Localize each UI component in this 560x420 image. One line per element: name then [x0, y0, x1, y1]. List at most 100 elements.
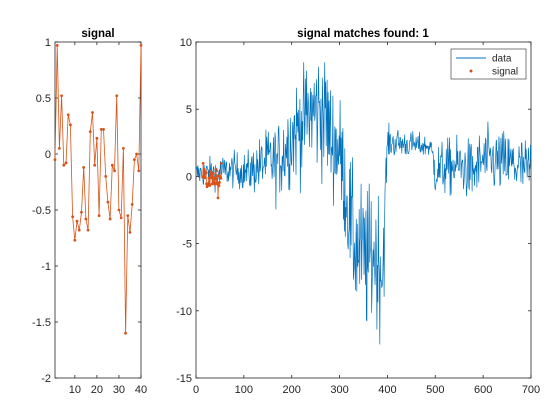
matches-plot-area: [196, 62, 531, 345]
signal-series-point: [84, 217, 88, 221]
signal-series-point: [55, 43, 59, 47]
signal-overlay-point: [214, 168, 218, 171]
signal-series-point: [110, 163, 114, 167]
signal-ytick-label: 0.5: [36, 93, 51, 105]
signal-overlay-point: [207, 176, 211, 180]
signal-series-point: [130, 203, 134, 206]
signal-series-point: [60, 94, 64, 98]
signal-overlay-point: [209, 176, 213, 180]
signal-series-point: [66, 113, 70, 117]
signal-overlay-point: [219, 177, 223, 180]
signal-series-point: [121, 147, 125, 150]
signal-series-point: [117, 208, 121, 212]
signal-series-point: [82, 166, 86, 169]
legend-box: [450, 48, 527, 80]
matches-axes: signal matches found: 1 0 100 200 300 400 500…: [176, 28, 540, 396]
signal-series-point: [53, 158, 57, 162]
signal-overlay-point: [211, 172, 215, 175]
signal-overlay-point: [218, 181, 221, 184]
matches-axes-frame: [195, 41, 532, 379]
signal-overlay-point: [204, 171, 208, 175]
signal-series-point: [99, 127, 103, 131]
signal-ytick-label: -2: [41, 373, 51, 385]
data-series-line: [196, 62, 531, 345]
signal-series-point: [73, 238, 77, 242]
signal-series-point: [80, 210, 83, 214]
matches-xtick-label: 400: [378, 384, 396, 396]
signal-series-point: [91, 111, 94, 114]
matches-xtick-label: 100: [235, 384, 253, 396]
signal-xtick-label: 10: [69, 384, 81, 396]
matches-ytick-label: -10: [176, 306, 192, 318]
signal-series-point: [93, 163, 97, 167]
signal-series-point: [95, 136, 99, 140]
signal-series-point: [102, 127, 105, 131]
signal-series-point: [86, 228, 90, 232]
signal-series-point: [132, 158, 136, 162]
signal-plot-area: [53, 43, 143, 335]
matches-axes-ticks: 0 100 200 300 400 500 600 700 -15 -10 -5 0 5 10: [176, 37, 540, 396]
signal-series-point: [88, 130, 92, 134]
matches-xtick-label: 700: [522, 384, 540, 396]
legend-signal-label: signal: [492, 67, 518, 78]
matches-ytick-label: 10: [180, 37, 192, 49]
signal-overlay-point: [219, 161, 223, 165]
signal-overlay-point: [208, 184, 212, 187]
signal-series-point: [58, 147, 61, 150]
signal-series-point: [97, 214, 101, 218]
matches-ytick-label: -15: [176, 373, 192, 385]
signal-series-point: [119, 216, 123, 220]
signal-overlay-point: [209, 170, 213, 173]
signal-axes: signal 10 20 30 40 -2 -1.5 -1 -0.5 0 0.5 1: [32, 28, 147, 396]
signal-series-point: [75, 219, 79, 223]
matches-ytick-label: -5: [182, 239, 192, 251]
signal-ytick-label: 0: [45, 149, 51, 161]
signal-xtick-label: 40: [135, 384, 147, 396]
matches-axes-title: signal matches found: 1: [297, 28, 429, 40]
signal-series-point: [69, 123, 72, 127]
signal-series-point: [135, 152, 138, 156]
signal-xtick-label: 30: [113, 384, 125, 396]
signal-series-point: [104, 175, 108, 178]
signal-xtick-label: 20: [91, 384, 103, 396]
signal-overlay-point: [216, 196, 220, 200]
signal-ytick-label: 1: [45, 37, 51, 49]
legend: data signal: [450, 48, 527, 80]
matches-xtick-label: 0: [193, 384, 199, 396]
signal-overlay-point: [217, 184, 221, 188]
signal-overlay-point: [203, 176, 207, 179]
signal-series-point: [139, 43, 143, 47]
matches-xtick-label: 200: [283, 384, 301, 396]
matches-ytick-label: 5: [186, 104, 192, 116]
signal-overlay-point: [216, 174, 219, 178]
signal-series-point: [124, 331, 127, 335]
signal-series-point: [106, 200, 110, 204]
signal-overlay-point: [210, 182, 214, 186]
matches-xtick-label: 600: [474, 384, 492, 396]
signal-ytick-label: -1.5: [32, 317, 51, 329]
matches-xtick-label: 500: [426, 384, 444, 396]
signal-overlay-point: [202, 168, 206, 171]
signal-axes-frame: [54, 41, 142, 379]
signal-series-point: [128, 231, 132, 234]
signal-series-point: [62, 163, 66, 167]
signal-series-point: [113, 169, 116, 173]
signal-overlay-point: [214, 177, 218, 180]
signal-ytick-label: -1: [41, 261, 51, 273]
legend-signal-swatch: [469, 69, 473, 73]
matches-xtick-label: 300: [330, 384, 348, 396]
matches-ytick-label: 0: [186, 171, 192, 183]
legend-data-label: data: [492, 54, 512, 65]
signal-ytick-label: -0.5: [32, 205, 51, 217]
signal-series-point: [115, 94, 119, 98]
signal-series-point: [64, 161, 68, 165]
signal-series-line: [54, 45, 142, 334]
signal-series-point: [137, 169, 141, 173]
signal-series-point: [71, 215, 75, 219]
signal-series-point: [77, 228, 81, 232]
signal-axes-title: signal: [81, 28, 114, 40]
signal-series-point: [108, 217, 112, 221]
signal-axes-ticks: 10 20 30 40 -2 -1.5 -1 -0.5 0 0.5 1: [32, 37, 147, 396]
signal-series-point: [126, 214, 130, 218]
